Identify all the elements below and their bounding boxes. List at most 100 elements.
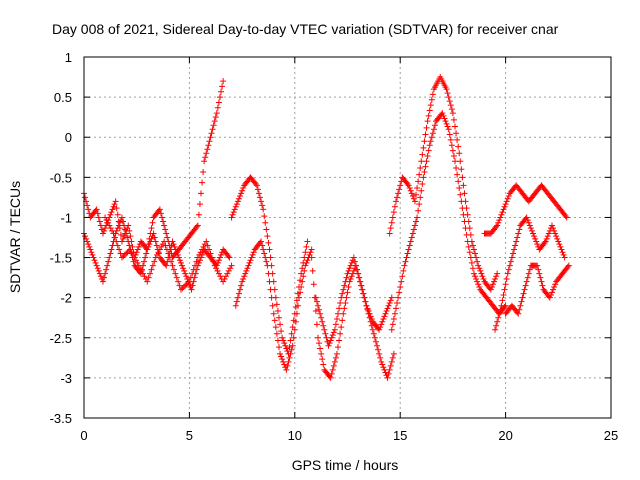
data-point: [97, 273, 104, 280]
data-point: [283, 345, 290, 352]
data-point: [284, 362, 291, 369]
data-point: [384, 374, 391, 381]
data-point: [555, 238, 562, 245]
data-point: [152, 254, 159, 261]
data-point: [213, 265, 220, 272]
data-point: [323, 334, 330, 341]
data-point: [193, 223, 200, 230]
data-point: [215, 257, 222, 264]
data-point: [275, 314, 282, 321]
data-point: [427, 102, 434, 109]
data-point: [388, 358, 395, 365]
data-point: [392, 198, 399, 205]
data-point: [94, 210, 101, 217]
data-point: [515, 310, 522, 317]
data-point: [415, 207, 422, 214]
y-tick-label: -1: [60, 210, 72, 225]
data-point: [181, 267, 188, 274]
data-point: [238, 282, 245, 289]
data-point: [503, 198, 510, 205]
data-point: [245, 262, 252, 269]
data-point: [163, 230, 170, 237]
data-point: [473, 275, 480, 282]
data-point: [278, 328, 285, 335]
data-point: [394, 300, 401, 307]
data-point: [107, 211, 114, 218]
x-tick-label: 0: [80, 428, 87, 443]
data-point: [446, 98, 453, 105]
data-point: [195, 211, 202, 218]
data-point: [343, 294, 350, 301]
data-point: [470, 270, 477, 277]
data-point: [196, 201, 203, 208]
data-point: [225, 267, 232, 274]
data-point: [242, 270, 249, 277]
data-point: [192, 262, 199, 269]
data-point: [85, 241, 92, 248]
data-point: [173, 249, 180, 256]
data-point: [475, 262, 482, 269]
data-point: [292, 318, 299, 325]
data-point: [443, 120, 450, 127]
data-point: [547, 291, 554, 298]
data-point: [345, 283, 352, 290]
data-point: [228, 214, 235, 221]
data-point: [163, 262, 170, 269]
data-point: [505, 266, 512, 273]
data-point: [312, 294, 319, 301]
data-point: [352, 262, 359, 269]
plot-frame: [83, 56, 612, 419]
data-point: [114, 242, 121, 249]
data-point: [462, 225, 469, 232]
data-point: [124, 234, 131, 241]
data-point: [473, 254, 480, 261]
data-point: [89, 251, 96, 258]
data-point: [264, 262, 271, 269]
data-point: [559, 249, 566, 256]
data-point: [368, 316, 375, 323]
data-point: [277, 321, 284, 328]
data-point: [97, 222, 104, 229]
data-point: [255, 190, 262, 197]
data-point: [502, 201, 509, 208]
data-point: [84, 202, 91, 209]
data-point: [409, 193, 416, 200]
data-point: [542, 238, 549, 245]
data-point: [273, 330, 280, 337]
data-point: [453, 164, 460, 171]
data-point: [93, 206, 100, 213]
data-point: [205, 142, 212, 149]
data-point: [138, 267, 145, 274]
data-point: [493, 223, 500, 230]
data-point: [408, 190, 415, 197]
data-point: [257, 194, 264, 201]
data-point: [536, 270, 543, 277]
data-point: [162, 242, 169, 249]
data-point: [282, 342, 289, 349]
data-point: [477, 267, 484, 274]
data-point: [450, 116, 457, 123]
y-tick-label: -0.5: [50, 170, 72, 185]
data-point: [543, 235, 550, 242]
data-point: [267, 286, 274, 293]
data-point: [329, 332, 336, 339]
data-point: [147, 270, 154, 277]
data-point: [446, 131, 453, 138]
data-point: [239, 187, 246, 194]
data-point: [221, 275, 228, 282]
y-tick-label: -3: [60, 371, 72, 386]
data-point: [552, 281, 559, 288]
data-point: [240, 185, 247, 192]
data-point: [145, 243, 152, 250]
data-point: [444, 90, 451, 97]
data-point: [558, 246, 565, 253]
y-tick-label: 1: [65, 50, 72, 65]
data-point: [309, 267, 316, 274]
data-point: [551, 283, 558, 290]
data-point: [405, 182, 412, 189]
data-point: [162, 226, 169, 233]
data-point: [258, 238, 265, 245]
data-point: [468, 259, 475, 266]
data-point: [406, 185, 413, 192]
data-point: [476, 283, 483, 290]
